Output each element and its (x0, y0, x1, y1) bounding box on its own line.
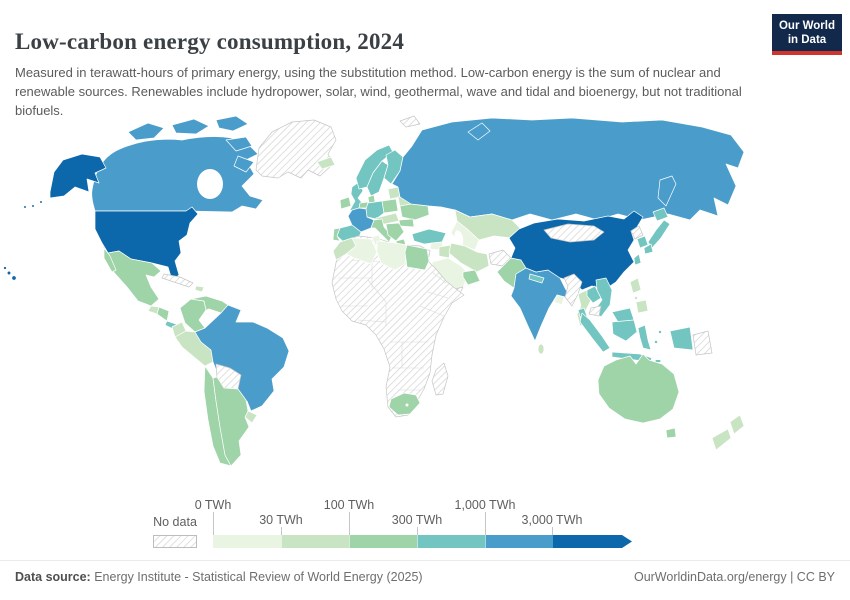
owid-logo[interactable]: Our World in Data (772, 14, 842, 55)
country-hispaniola[interactable] (194, 285, 205, 293)
country-north-korea[interactable] (630, 225, 644, 240)
region-uzbekistan-turkmenistan[interactable] (450, 220, 480, 251)
country-sri-lanka[interactable] (537, 343, 545, 355)
country-portugal[interactable] (332, 227, 341, 242)
country-poland[interactable] (381, 198, 399, 214)
legend-bin-300-1000[interactable] (417, 535, 485, 548)
legend-tick-3000: 3,000 TWh (521, 513, 583, 527)
tasmania[interactable] (665, 427, 677, 439)
chart-footer: Data source: Energy Institute - Statisti… (0, 560, 850, 584)
lesotho-gap (405, 403, 409, 407)
data-source: Data source: Energy Institute - Statisti… (15, 570, 423, 584)
legend-color-bar[interactable] (213, 535, 632, 548)
no-data-label: No data (153, 515, 197, 529)
legend-tick-1000: 1,000 TWh (454, 498, 516, 512)
region-oman-uae[interactable] (462, 269, 481, 286)
country-papua-new-guinea[interactable] (692, 330, 713, 356)
country-mongolia[interactable] (543, 223, 605, 243)
baja-california[interactable] (103, 247, 117, 273)
owid-link[interactable]: OurWorldinData.org/energy (633, 570, 787, 584)
country-romania[interactable] (398, 218, 415, 228)
country-taiwan[interactable] (633, 253, 642, 266)
country-argentina[interactable] (212, 376, 250, 467)
tick-line-3000 (552, 527, 553, 535)
country-ukraine[interactable] (399, 203, 430, 221)
no-data-swatch[interactable] (153, 535, 197, 548)
country-cuba[interactable] (161, 273, 194, 288)
legend-bin-0-30[interactable] (213, 535, 281, 548)
tick-line-30 (281, 527, 282, 535)
country-madagascar[interactable] (431, 362, 449, 396)
country-honduras-nicaragua[interactable] (156, 306, 170, 322)
region-balkans[interactable] (385, 222, 405, 242)
country-philippines[interactable] (629, 277, 649, 314)
legend-bin-1000-3000[interactable] (485, 535, 553, 548)
svalbard-islands[interactable] (399, 115, 421, 128)
country-bangladesh[interactable] (553, 294, 565, 306)
aleutian-islands[interactable] (23, 200, 43, 209)
legend-tick-0: 0 TWh (194, 498, 232, 512)
map-legend: No data 0 TWh 30 TWh 100 TWh 300 TWh 1,0… (0, 498, 850, 554)
country-indonesia[interactable] (579, 312, 694, 364)
country-ireland[interactable] (339, 196, 352, 210)
legend-bin-100-300[interactable] (349, 535, 417, 548)
chart-subtitle: Measured in terawatt-hours of primary en… (15, 65, 742, 118)
country-alaska[interactable] (49, 153, 107, 199)
country-algeria[interactable] (345, 237, 378, 265)
legend-bin-3000-plus[interactable] (553, 535, 632, 548)
country-nepal[interactable] (528, 273, 545, 284)
country-turkey[interactable] (411, 228, 447, 245)
novaya-zemlya[interactable] (467, 122, 491, 141)
country-south-africa[interactable] (388, 392, 421, 416)
tick-line-300 (417, 527, 418, 535)
data-source-label: Data source: (15, 570, 91, 584)
caspian-sea (454, 230, 464, 246)
country-south-korea[interactable] (636, 235, 649, 249)
tick-line-0 (213, 512, 214, 535)
country-greenland[interactable] (255, 119, 337, 179)
page-title: Low-carbon energy consumption, 2024 (15, 29, 405, 55)
choropleth-svg (3, 115, 745, 467)
country-egypt[interactable] (404, 244, 430, 271)
black-sea (415, 219, 433, 229)
legend-tick-300: 300 TWh (391, 513, 443, 527)
country-russia[interactable] (391, 117, 745, 221)
world-map (0, 110, 850, 500)
legend-tick-30: 30 TWh (259, 513, 303, 527)
country-finland[interactable] (383, 149, 404, 185)
country-new-zealand[interactable] (711, 414, 745, 451)
country-iran[interactable] (448, 242, 490, 273)
owid-logo-line2: in Data (787, 34, 827, 46)
country-germany[interactable] (365, 200, 385, 220)
hawaii-islands[interactable] (3, 266, 17, 281)
owid-logo-line1: Our World (778, 20, 835, 32)
country-japan[interactable] (643, 207, 671, 255)
country-iceland[interactable] (316, 156, 336, 170)
country-iraq[interactable] (438, 244, 452, 259)
country-myanmar[interactable] (563, 273, 583, 307)
sakhalin-island[interactable] (657, 175, 677, 207)
country-laos[interactable] (586, 285, 602, 304)
country-australia[interactable] (597, 353, 680, 424)
country-mexico[interactable] (101, 242, 162, 307)
legend-tick-100: 100 TWh (323, 498, 375, 512)
license-text: | CC BY (786, 570, 835, 584)
footer-links: OurWorldinData.org/energy | CC BY (634, 570, 835, 584)
country-cambodia[interactable] (588, 305, 602, 317)
legend-bin-30-100[interactable] (281, 535, 349, 548)
data-source-text: Energy Institute - Statistical Review of… (90, 570, 423, 584)
tick-line-100 (349, 512, 350, 535)
country-libya[interactable] (376, 240, 408, 271)
hudson-bay (197, 169, 223, 199)
tick-line-1000 (485, 512, 486, 535)
country-brazil[interactable] (194, 304, 290, 412)
canada-arctic-islands[interactable] (127, 115, 255, 173)
